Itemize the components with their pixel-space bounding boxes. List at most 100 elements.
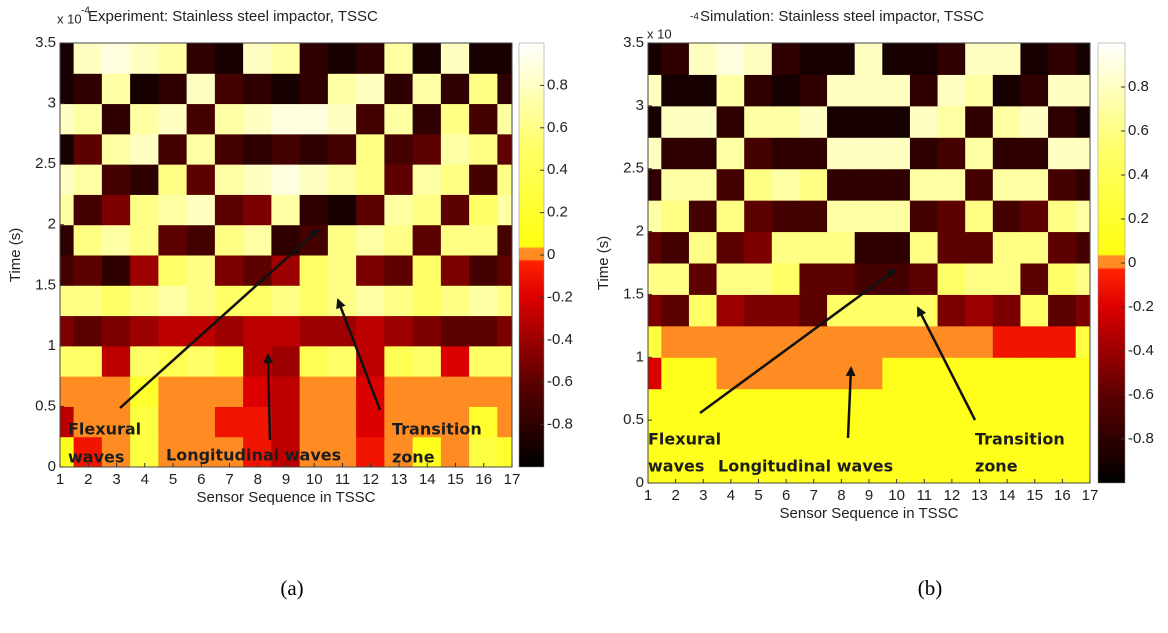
heat-cell xyxy=(854,388,884,421)
heat-cell xyxy=(1075,73,1090,107)
heat-cell xyxy=(412,405,442,438)
y-tick-label: 2.5 xyxy=(623,160,644,177)
heat-cell xyxy=(299,163,329,195)
chart-title: Experiment: Stainless steel impactor, TS… xyxy=(88,8,378,25)
heat-cell xyxy=(799,231,829,264)
heat-cell xyxy=(661,419,690,453)
heat-cell xyxy=(854,73,884,107)
heat-cell xyxy=(186,284,216,317)
heat-cell xyxy=(271,163,301,195)
heat-cell xyxy=(214,436,245,467)
heat-cell xyxy=(469,436,499,467)
heat-cell xyxy=(827,105,856,138)
heat-cell xyxy=(356,103,386,135)
heat-cell xyxy=(648,199,663,233)
heat-cell xyxy=(101,254,132,286)
heat-cell xyxy=(214,133,245,165)
heat-cell xyxy=(716,199,746,233)
y-tick-label: 1 xyxy=(636,348,644,365)
heat-cell xyxy=(882,136,911,170)
x-tick-label: 4 xyxy=(727,487,735,504)
heat-cell xyxy=(299,224,329,256)
heat-cell xyxy=(992,262,1022,295)
heat-cell xyxy=(299,133,329,165)
heat-cell xyxy=(412,193,442,226)
heat-cell xyxy=(1075,105,1090,138)
heat-cell xyxy=(73,436,103,467)
x-tick-label: 14 xyxy=(999,487,1016,504)
heat-cell xyxy=(130,315,160,347)
heat-cell xyxy=(771,388,801,421)
y-axis-label: Time (s) xyxy=(7,228,24,282)
heat-cell xyxy=(1075,136,1090,170)
heat-cell xyxy=(299,254,329,286)
colorbar-tick-label: -0.4 xyxy=(1128,342,1154,359)
heat-cell xyxy=(271,345,301,377)
heat-cell xyxy=(744,388,773,421)
heat-cell xyxy=(356,163,386,195)
heat-cell xyxy=(827,451,856,483)
x-tick-label: 7 xyxy=(810,487,818,504)
heat-cell xyxy=(937,419,967,453)
x-tick-label: 16 xyxy=(1054,487,1071,504)
heat-cell xyxy=(1020,325,1050,358)
colorbar-tick-label: 0 xyxy=(547,246,555,263)
heat-cell xyxy=(214,224,245,256)
heat-cell xyxy=(882,231,911,264)
heat-cell xyxy=(356,133,386,165)
heat-cell xyxy=(412,163,442,195)
heat-cell xyxy=(1048,105,1077,138)
heat-cell xyxy=(1075,262,1090,295)
heat-cell xyxy=(356,436,386,467)
heat-cell xyxy=(497,315,512,347)
heat-cell xyxy=(60,284,75,317)
heat-cell xyxy=(716,451,746,483)
heat-cell xyxy=(992,199,1022,233)
heat-cell xyxy=(882,73,911,107)
y-tick-label: 0.5 xyxy=(623,411,644,428)
heat-cell xyxy=(771,451,801,483)
heat-cell xyxy=(771,293,801,327)
heat-cell xyxy=(909,356,939,390)
x-tick-label: 15 xyxy=(1026,487,1043,504)
y-tick-label: 2 xyxy=(636,223,644,240)
x-tick-label: 2 xyxy=(671,487,679,504)
heat-cell xyxy=(827,419,856,453)
colorbar-tick-label: 0 xyxy=(1128,254,1136,271)
heat-cell xyxy=(101,224,132,256)
x-tick-label: 1 xyxy=(56,471,64,488)
heat-cell xyxy=(497,405,512,438)
heat-cell xyxy=(992,105,1022,138)
x-tick-label: 9 xyxy=(865,487,873,504)
heat-cell xyxy=(688,168,718,201)
heat-cell xyxy=(130,133,160,165)
heat-cell xyxy=(384,254,414,286)
heat-cell xyxy=(243,43,273,74)
heat-cell xyxy=(101,284,132,317)
heat-cell xyxy=(158,315,188,347)
heat-cell xyxy=(440,284,471,317)
heat-cell xyxy=(1020,388,1050,421)
heat-cell xyxy=(854,356,884,390)
heat-cell xyxy=(744,419,773,453)
heat-cell xyxy=(327,103,358,135)
annotation: waves xyxy=(68,448,124,467)
heat-cell xyxy=(243,405,273,438)
heat-cell xyxy=(716,43,746,75)
heat-cell xyxy=(356,193,386,226)
heat-cell xyxy=(73,163,103,195)
heat-cell xyxy=(469,224,499,256)
heat-cell xyxy=(648,105,663,138)
x-tick-label: 8 xyxy=(837,487,845,504)
heat-cell xyxy=(469,193,499,226)
heat-cell xyxy=(799,451,829,483)
y-tick-label: 3.5 xyxy=(35,34,56,51)
x-axis-label: Sensor Sequence in TSSC xyxy=(780,505,959,522)
heat-cell xyxy=(1020,231,1050,264)
heat-cell xyxy=(648,419,663,453)
heat-cell xyxy=(271,103,301,135)
y-tick-label: 2.5 xyxy=(35,155,56,172)
heat-cell xyxy=(73,315,103,347)
heat-cell xyxy=(688,293,718,327)
